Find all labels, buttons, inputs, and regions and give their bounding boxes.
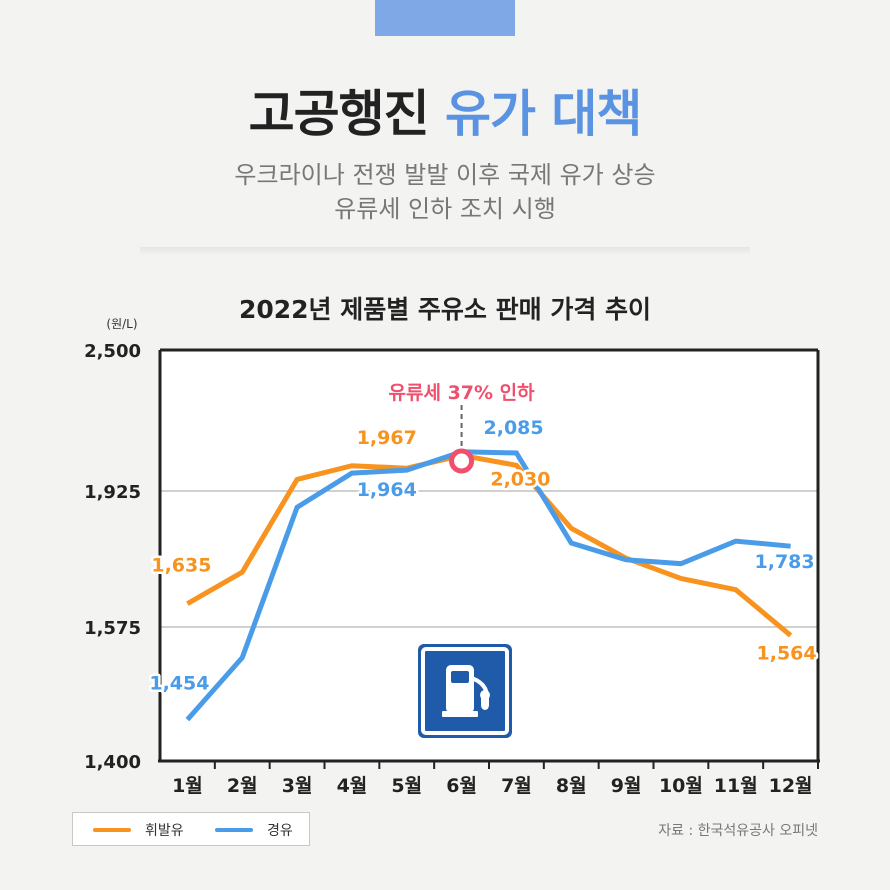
x-tick-label: 3월 — [282, 775, 313, 797]
x-tick-label: 4월 — [337, 775, 368, 797]
x-tick-label: 8월 — [556, 775, 587, 797]
annotation-marker — [449, 448, 475, 474]
x-tick-label: 6월 — [446, 775, 477, 797]
title-main: 고공행진 — [248, 85, 430, 143]
gasoline-series-line — [186, 452, 793, 638]
gasoline-data-label: 1,635 — [151, 555, 211, 577]
gasoline-data-label: 2,030 — [490, 468, 550, 490]
legend: 휘발유 경유 — [72, 812, 310, 846]
top-tab-decoration — [375, 0, 515, 36]
x-tick-label: 2월 — [227, 775, 258, 797]
legend-gasoline-label: 휘발유 — [145, 823, 184, 839]
subtitle: 우크라이나 전쟁 발발 이후 국제 유가 상승 유류세 인하 조치 시행 — [0, 158, 890, 226]
divider — [140, 247, 750, 255]
y-axis-unit: (원/L) — [106, 317, 137, 331]
annotation-label: 유류세 37% 인하 — [389, 382, 536, 404]
gasoline-data-label: 1,564 — [757, 642, 817, 664]
diesel-data-label: 1,454 — [149, 673, 209, 695]
diesel-data-label: 1,964 — [357, 479, 417, 501]
legend-gasoline-swatch — [93, 828, 131, 832]
page-title: 고공행진 유가 대책 — [0, 74, 890, 146]
x-tick-label: 5월 — [391, 775, 422, 797]
legend-diesel-label: 경유 — [267, 823, 293, 839]
diesel-data-label: 1,783 — [755, 551, 815, 573]
chart-title: 2022년 제품별 주유소 판매 가격 추이 — [238, 295, 652, 324]
subtitle-line-1: 우크라이나 전쟁 발발 이후 국제 유가 상승 — [234, 161, 656, 189]
x-tick-label: 7월 — [501, 775, 532, 797]
x-tick-label: 11월 — [714, 775, 758, 797]
diesel-series-line — [185, 449, 791, 722]
y-tick-label: 1,925 — [84, 482, 141, 503]
title-accent: 유가 대책 — [445, 85, 642, 143]
diesel-data-label: 2,085 — [484, 417, 544, 439]
source-note: 자료 : 한국석유공사 오피넷 — [658, 823, 818, 839]
x-tick-label: 12월 — [769, 775, 813, 797]
y-tick-label: 1,400 — [84, 752, 141, 773]
x-tick-label: 10월 — [659, 775, 703, 797]
subtitle-line-2: 유류세 인하 조치 시행 — [334, 195, 556, 223]
x-tick-label: 9월 — [611, 775, 642, 797]
y-tick-label: 2,500 — [84, 341, 141, 362]
x-tick-label: 1월 — [172, 775, 203, 797]
fuel-pump-icon — [418, 644, 512, 738]
legend-diesel-swatch — [215, 828, 253, 832]
gasoline-data-label: 1,967 — [357, 427, 417, 449]
y-tick-label: 1,575 — [84, 618, 141, 639]
